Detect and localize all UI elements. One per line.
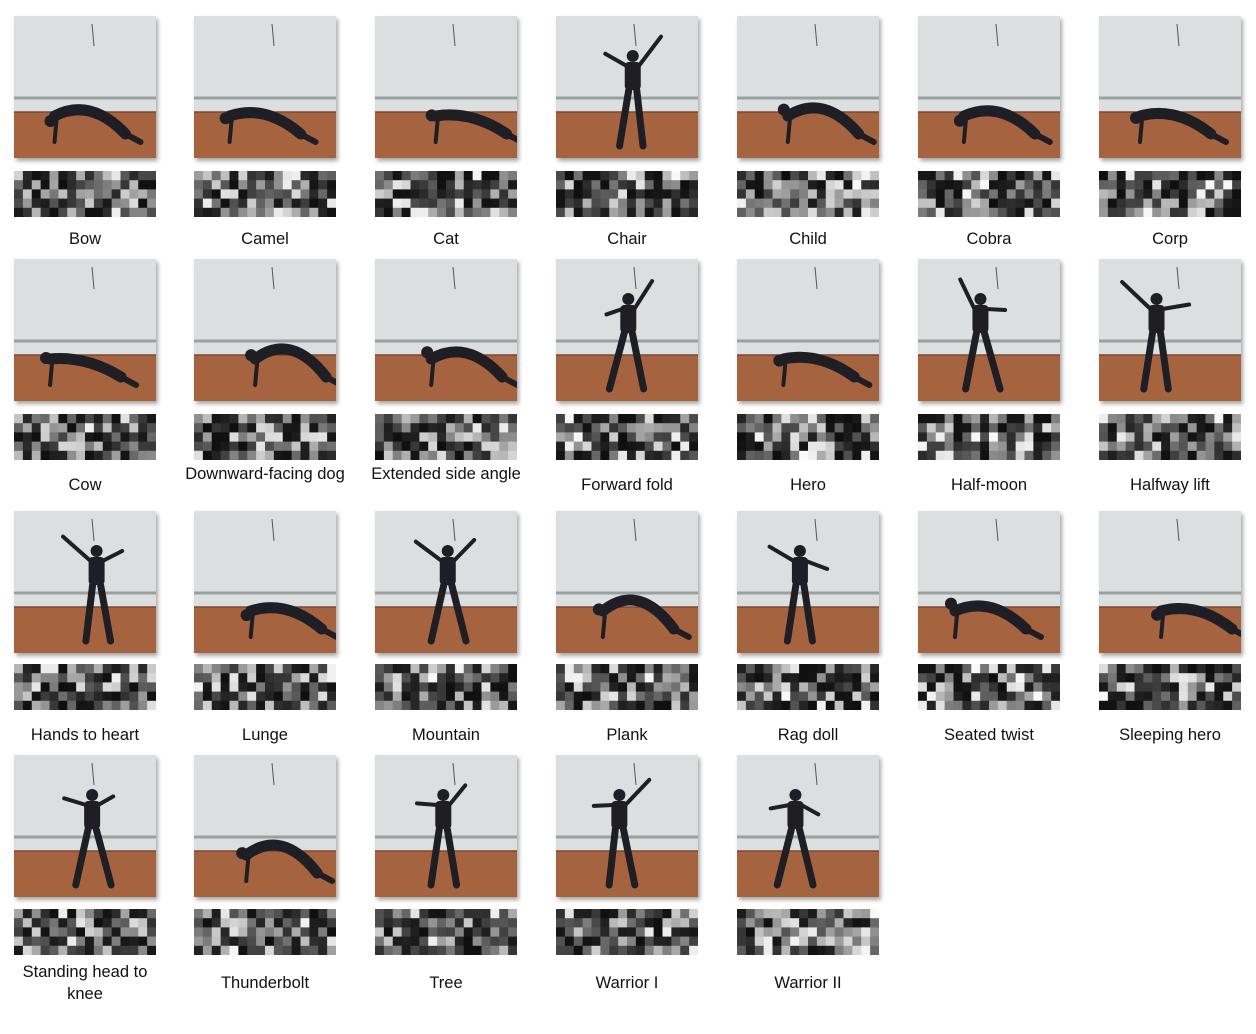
pose-heatmap-bow [14,171,156,217]
pose-label-standing-head-to-knee: Standing head to knee [22,963,148,1003]
pose-photo-cow [14,259,156,401]
pose-photo-camel [194,16,336,158]
pose-heatmap-cobra [918,171,1060,217]
pose-label-downward-facing-dog: Downward-facing dog [185,465,345,483]
pose-label-corp: Corp [1152,230,1188,248]
pose-heatmap-mountain [375,664,517,710]
pose-photo-corp [1099,16,1241,158]
pose-photo-chair [556,16,698,158]
pose-label-forward-fold: Forward fold [581,476,673,494]
pose-label-plank: Plank [606,726,648,744]
pose-label-camel: Camel [241,230,289,248]
pose-photo-seated-twist [918,511,1060,653]
pose-heatmap-downward-facing-dog [194,414,336,460]
pose-heatmap-sleeping-hero [1099,664,1241,710]
pose-label-tree: Tree [429,974,463,992]
pose-photo-sleeping-hero [1099,511,1241,653]
pose-photo-child [737,16,879,158]
pose-heatmap-warrior-i [556,909,698,955]
pose-heatmap-cow [14,414,156,460]
pose-photo-standing-head-to-knee [14,755,156,897]
pose-heatmap-cat [375,171,517,217]
pose-heatmap-child [737,171,879,217]
pose-label-child: Child [789,230,827,248]
pose-label-cow: Cow [68,476,102,494]
pose-photo-thunderbolt [194,755,336,897]
pose-photo-half-moon [918,259,1060,401]
pose-label-warrior-ii: Warrior II [774,974,842,992]
pose-label-extended-side-angle: Extended side angle [371,465,521,483]
pose-label-mountain: Mountain [412,726,480,744]
pose-photo-lunge [194,511,336,653]
pose-photo-extended-side-angle [375,259,517,401]
pose-photo-rag-doll [737,511,879,653]
pose-label-hands-to-heart: Hands to heart [30,726,140,744]
pose-photo-hands-to-heart [14,511,156,653]
pose-heatmap-plank [556,664,698,710]
pose-heatmap-lunge [194,664,336,710]
pose-heatmap-hands-to-heart [14,664,156,710]
pose-heatmap-halfway-lift [1099,414,1241,460]
pose-label-bow: Bow [68,230,102,248]
pose-label-cobra: Cobra [966,230,1012,248]
pose-heatmap-camel [194,171,336,217]
pose-heatmap-rag-doll [737,664,879,710]
pose-heatmap-chair [556,171,698,217]
pose-heatmap-thunderbolt [194,909,336,955]
pose-photo-warrior-i [556,755,698,897]
pose-heatmap-tree [375,909,517,955]
pose-photo-hero [737,259,879,401]
pose-photo-forward-fold [556,259,698,401]
pose-heatmap-half-moon [918,414,1060,460]
pose-label-seated-twist: Seated twist [944,726,1034,744]
pose-heatmap-forward-fold [556,414,698,460]
pose-label-half-moon: Half-moon [950,476,1028,494]
pose-photo-cobra [918,16,1060,158]
pose-label-thunderbolt: Thunderbolt [220,974,310,992]
pose-label-warrior-i: Warrior I [595,974,659,992]
pose-heatmap-warrior-ii [737,909,879,955]
pose-photo-bow [14,16,156,158]
pose-photo-halfway-lift [1099,259,1241,401]
pose-heatmap-corp [1099,171,1241,217]
pose-photo-plank [556,511,698,653]
pose-heatmap-hero [737,414,879,460]
pose-label-lunge: Lunge [242,726,288,744]
pose-label-hero: Hero [790,476,826,494]
pose-heatmap-extended-side-angle [375,414,517,460]
pose-label-chair: Chair [607,230,647,248]
pose-label-rag-doll: Rag doll [777,726,839,744]
pose-photo-mountain [375,511,517,653]
pose-photo-warrior-ii [737,755,879,897]
pose-label-sleeping-hero: Sleeping hero [1119,726,1221,744]
pose-heatmap-standing-head-to-knee [14,909,156,955]
pose-heatmap-seated-twist [918,664,1060,710]
pose-label-cat: Cat [433,230,459,248]
pose-label-halfway-lift: Halfway lift [1130,476,1210,494]
pose-photo-cat [375,16,517,158]
pose-photo-tree [375,755,517,897]
pose-photo-downward-facing-dog [194,259,336,401]
